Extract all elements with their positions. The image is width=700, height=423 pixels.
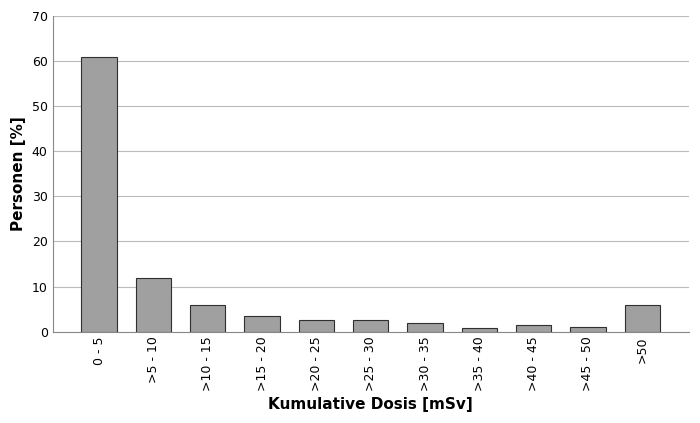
Bar: [516, 325, 552, 332]
Bar: [190, 305, 225, 332]
Bar: [353, 320, 389, 332]
Bar: [136, 277, 171, 332]
Bar: [407, 323, 442, 332]
Y-axis label: Personen [%]: Personen [%]: [11, 116, 26, 231]
Bar: [624, 305, 660, 332]
Bar: [299, 320, 334, 332]
Bar: [244, 316, 280, 332]
Bar: [462, 328, 497, 332]
Bar: [81, 57, 117, 332]
Bar: [570, 327, 606, 332]
X-axis label: Kumulative Dosis [mSv]: Kumulative Dosis [mSv]: [268, 397, 473, 412]
